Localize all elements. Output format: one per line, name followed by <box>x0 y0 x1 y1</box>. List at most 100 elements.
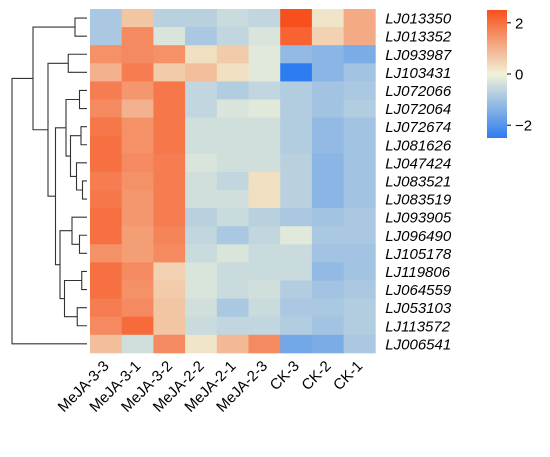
heatmap-cell-LJ006541-CK-1 <box>343 334 376 354</box>
heatmap-cell-LJ013350-MeJA-2-3 <box>248 9 281 28</box>
heatmap-cell-LJ105178-MeJA-2-1 <box>216 244 249 263</box>
heatmap-cell-LJ072066-CK-3 <box>280 81 313 100</box>
heatmap-cell-LJ103431-MeJA-2-1 <box>216 63 249 82</box>
heatmap-cell-LJ093905-MeJA-3-3 <box>90 208 123 227</box>
heatmap-cell-LJ105178-CK-1 <box>343 244 376 263</box>
heatmap-cell-LJ006541-MeJA-3-1 <box>121 334 154 354</box>
heatmap-cell-LJ006541-CK-3 <box>280 334 313 354</box>
heatmap-cell-LJ072064-CK-3 <box>280 99 313 118</box>
row-label-LJ083519: LJ083519 <box>385 192 452 209</box>
heatmap-cell-LJ103431-CK-3 <box>280 63 313 82</box>
heatmap-cell-LJ006541-MeJA-2-1 <box>216 334 249 354</box>
heatmap-cell-LJ105178-MeJA-2-2 <box>185 244 218 263</box>
heatmap-cell-LJ053103-MeJA-2-1 <box>216 298 249 318</box>
heatmap-cell-LJ053103-MeJA-2-3 <box>248 298 281 318</box>
heatmap-cell-LJ083521-MeJA-3-3 <box>90 171 123 191</box>
heatmap-cell-LJ013352-MeJA-2-2 <box>185 27 218 46</box>
dendrogram-branch <box>76 307 87 327</box>
heatmap-cell-LJ083521-MeJA-2-2 <box>185 171 218 191</box>
heatmap-cell-LJ081626-MeJA-2-1 <box>216 135 249 155</box>
heatmap-cell-LJ081626-MeJA-2-2 <box>185 135 218 155</box>
heatmap-cell-LJ064559-MeJA-2-2 <box>185 280 218 299</box>
heatmap-cell-LJ072066-MeJA-3-2 <box>153 81 186 100</box>
heatmap-cell-LJ103431-MeJA-3-2 <box>153 63 186 82</box>
heatmap-cell-LJ103431-CK-1 <box>343 63 376 82</box>
heatmap-cell-LJ096490-MeJA-3-1 <box>121 226 154 245</box>
heatmap-cell-LJ081626-MeJA-2-3 <box>248 135 281 155</box>
heatmap-cell-LJ096490-MeJA-2-2 <box>185 226 218 245</box>
heatmap-cell-LJ093987-MeJA-2-1 <box>216 45 249 64</box>
heatmap-cell-LJ105178-MeJA-3-2 <box>153 244 186 263</box>
heatmap-cell-LJ013352-MeJA-3-3 <box>90 27 123 46</box>
heatmap-cell-LJ093987-MeJA-3-1 <box>121 45 154 64</box>
heatmap-cell-LJ006541-MeJA-3-2 <box>153 334 186 354</box>
row-label-LJ093987: LJ093987 <box>385 47 452 64</box>
dendrogram-branch <box>78 89 87 110</box>
heatmap-cell-LJ047424-MeJA-2-3 <box>248 153 281 173</box>
row-label-LJ093905: LJ093905 <box>385 210 452 227</box>
dendrogram-branch <box>74 17 87 37</box>
heatmap-cell-LJ072064-MeJA-2-3 <box>248 99 281 118</box>
heatmap-cell-LJ096490-CK-2 <box>311 226 344 245</box>
heatmap-cell-LJ072066-CK-2 <box>311 81 344 100</box>
heatmap-cell-LJ119806-MeJA-2-2 <box>185 262 218 281</box>
heatmap-cell-LJ093987-MeJA-2-3 <box>248 45 281 64</box>
heatmap-cell-LJ103431-MeJA-2-2 <box>185 63 218 82</box>
heatmap-cell-LJ093905-CK-2 <box>311 208 344 227</box>
heatmap-cell-LJ083519-MeJA-2-2 <box>185 190 218 209</box>
heatmap-cell-LJ093905-MeJA-2-3 <box>248 208 281 227</box>
row-dendrogram <box>11 17 87 345</box>
heatmap-cell-LJ083521-CK-3 <box>280 171 313 191</box>
dendrogram-branch <box>11 77 87 345</box>
row-label-LJ072064: LJ072064 <box>385 101 451 118</box>
heatmap-cell-LJ013350-MeJA-2-1 <box>216 9 249 28</box>
heatmap-cell-LJ103431-MeJA-2-3 <box>248 63 281 82</box>
heatmap-cell-LJ072066-MeJA-2-2 <box>185 81 218 100</box>
heatmap-cell-LJ064559-MeJA-3-1 <box>121 280 154 299</box>
dendrogram-branch <box>54 127 66 266</box>
dendrogram-branch <box>65 98 80 157</box>
heatmap-cell-LJ083519-CK-3 <box>280 190 313 209</box>
heatmap-cell-LJ083521-MeJA-3-2 <box>153 171 186 191</box>
colorbar-tick-label: 2 <box>515 15 523 32</box>
heatmap-cell-LJ113572-CK-1 <box>343 316 376 336</box>
heatmap-cell-LJ081626-CK-3 <box>280 135 313 155</box>
column-labels: MeJA-3-3MeJA-3-1MeJA-3-2MeJA-2-2MeJA-2-1… <box>55 358 367 416</box>
dendrogram-branch <box>69 135 81 177</box>
heatmap-cell-LJ064559-CK-2 <box>311 280 344 299</box>
heatmap-cell-LJ093905-MeJA-2-2 <box>185 208 218 227</box>
heatmap-cell-LJ013352-CK-1 <box>343 27 376 46</box>
heatmap-cell-LJ083519-MeJA-2-1 <box>216 190 249 209</box>
heatmap-cell-LJ072066-MeJA-3-3 <box>90 81 123 100</box>
heatmap-cell-LJ013350-MeJA-3-2 <box>153 9 186 28</box>
heatmap-cell-LJ072064-MeJA-2-1 <box>216 99 249 118</box>
heatmap-cell-LJ064559-CK-3 <box>280 280 313 299</box>
heatmap-cell-LJ103431-MeJA-3-3 <box>90 63 123 82</box>
row-label-LJ013350: LJ013350 <box>385 11 452 28</box>
heatmap-cell-LJ013352-MeJA-2-3 <box>248 27 281 46</box>
heatmap-cell-LJ096490-MeJA-2-1 <box>216 226 249 245</box>
dendrogram-branch <box>80 126 87 146</box>
heatmap-cell-LJ064559-MeJA-3-3 <box>90 280 123 299</box>
heatmap-cell-LJ013352-MeJA-3-2 <box>153 27 186 46</box>
heatmap-cell-LJ013350-CK-3 <box>280 9 313 28</box>
heatmap-cell-LJ047424-MeJA-2-2 <box>185 153 218 173</box>
column-label-CK-3: CK-3 <box>267 358 303 394</box>
heatmap-cell-LJ072064-MeJA-3-2 <box>153 99 186 118</box>
column-label-CK-2: CK-2 <box>298 358 334 394</box>
heatmap-cell-LJ081626-MeJA-3-3 <box>90 135 123 155</box>
heatmap-cell-LJ093905-MeJA-2-1 <box>216 208 249 227</box>
row-labels: LJ013350LJ013352LJ093987LJ103431LJ072066… <box>385 11 452 354</box>
heatmap-cell-LJ096490-MeJA-2-3 <box>248 226 281 245</box>
row-label-LJ047424: LJ047424 <box>385 155 451 172</box>
heatmap-cell-LJ013350-MeJA-3-3 <box>90 9 123 28</box>
heatmap-cell-LJ013352-CK-3 <box>280 27 313 46</box>
heatmap-cell-LJ064559-CK-1 <box>343 280 376 299</box>
heatmap-cell-LJ105178-MeJA-3-1 <box>121 244 154 263</box>
heatmap-cell-LJ093987-CK-3 <box>280 45 313 64</box>
row-label-LJ013352: LJ013352 <box>385 29 452 46</box>
row-label-LJ081626: LJ081626 <box>385 137 452 154</box>
heatmap-cell-LJ053103-CK-3 <box>280 298 313 318</box>
heatmap-cell-LJ113572-MeJA-2-1 <box>216 316 249 336</box>
